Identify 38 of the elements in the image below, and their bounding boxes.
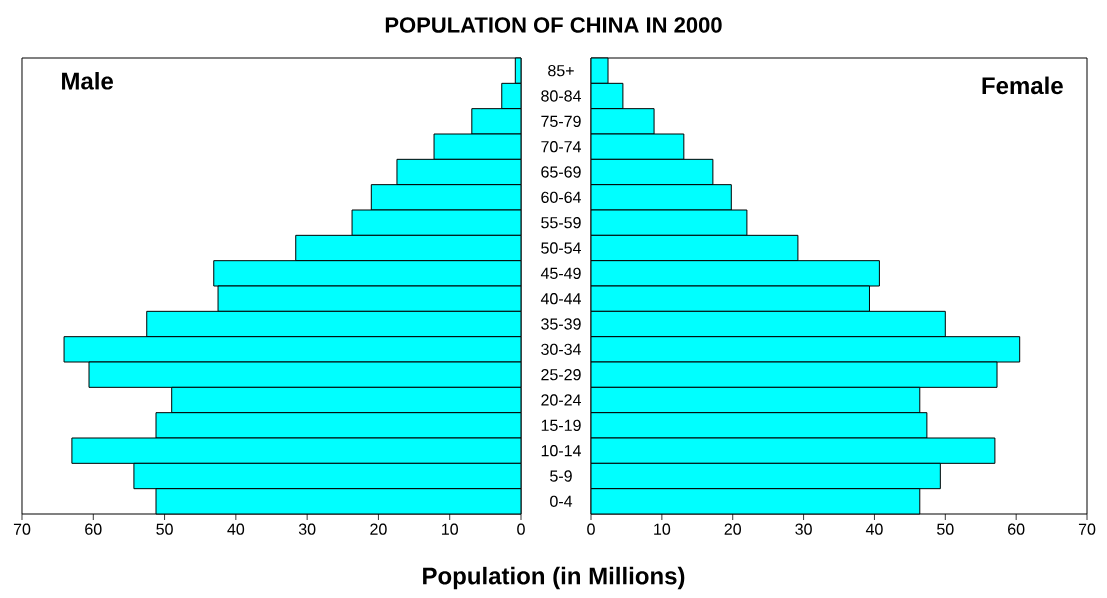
y-tick-label: 55-59 xyxy=(541,217,581,229)
y-tick-label: 25-29 xyxy=(541,369,581,381)
y-tick-label: 5-9 xyxy=(550,470,572,482)
x-tick-label: 20 xyxy=(370,523,387,535)
y-tick-label: 15-19 xyxy=(541,419,581,431)
y-tick-label: 45-49 xyxy=(540,267,581,279)
y-tick-label: 70-74 xyxy=(541,141,581,153)
y-tick-label: 40-44 xyxy=(540,293,581,305)
x-tick-label: 50 xyxy=(937,523,954,535)
y-tick-label: 75-79 xyxy=(541,115,581,127)
text: Male xyxy=(62,71,113,90)
x-tick-label: 50 xyxy=(156,523,173,535)
x-tick-label: 40 xyxy=(865,523,883,535)
x-tick-label: 0 xyxy=(587,523,595,535)
y-tick-label: 30-34 xyxy=(541,343,581,355)
y-tick-label: 20-24 xyxy=(541,394,581,406)
x-tick-label: 30 xyxy=(795,523,812,535)
y-tick-label: 60-64 xyxy=(541,191,581,203)
x-tick-label: 60 xyxy=(1008,523,1025,535)
y-tick-label: 10-14 xyxy=(541,445,581,457)
y-tick-label: 0-4 xyxy=(550,495,573,507)
x-tick-label: 70 xyxy=(13,523,31,535)
y-tick-label: 35-39 xyxy=(541,318,581,330)
x-tick-label: 30 xyxy=(298,523,316,535)
chart-title: POPULATION OF CHINA IN 2000 xyxy=(385,17,722,33)
x-tick-label: 0 xyxy=(517,523,525,535)
x-tick-label: 70 xyxy=(1078,523,1096,535)
y-tick-label: 80-84 xyxy=(541,90,581,102)
y-tick-label: 85+ xyxy=(548,65,574,77)
x-tick-label: 60 xyxy=(85,523,102,535)
x-tick-label: 20 xyxy=(724,523,741,535)
x-tick-label: 10 xyxy=(654,523,671,535)
text: Female xyxy=(982,76,1063,95)
y-tick-label: 50-54 xyxy=(541,242,581,254)
x-axis-title: Population (in Millions) xyxy=(423,566,685,590)
x-tick-label: 40 xyxy=(227,523,245,535)
y-tick-label: 65-69 xyxy=(541,166,581,178)
x-tick-label: 10 xyxy=(442,523,458,535)
